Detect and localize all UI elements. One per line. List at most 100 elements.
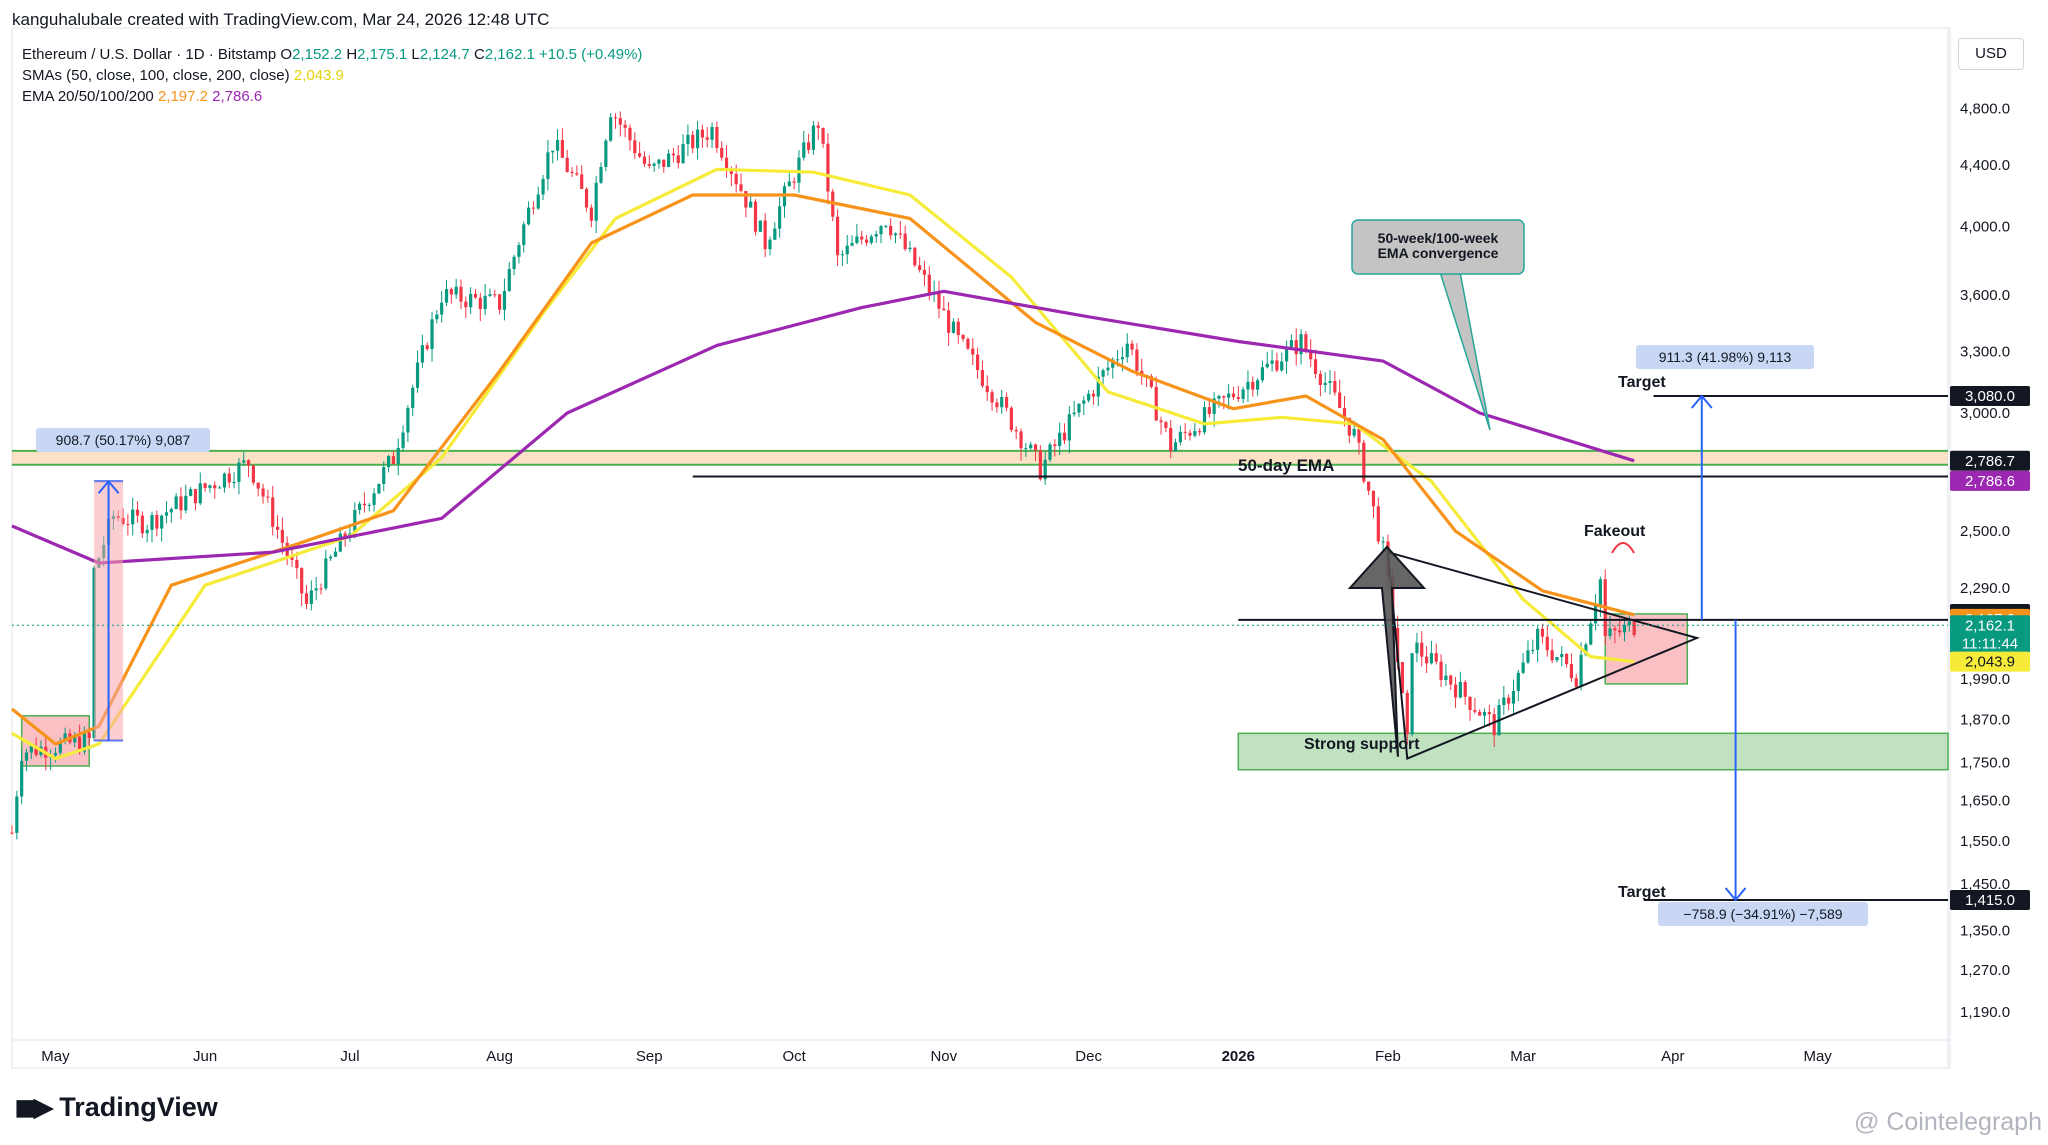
candle-body [1627, 621, 1631, 625]
y-tick-label: 4,800.0 [1960, 100, 2010, 117]
x-tick-label: Oct [782, 1048, 806, 1065]
candle-body [628, 127, 632, 141]
sma-value: 2,043.9 [293, 67, 344, 84]
measure-label-left: 908.7 (50.17%) 9,087 [56, 432, 191, 448]
fakeout-arc-icon [1611, 542, 1635, 554]
x-tick-label: Apr [1661, 1048, 1684, 1065]
currency-button[interactable]: USD [1958, 38, 2024, 70]
candle-body [1024, 448, 1028, 450]
legend-sma-row[interactable]: SMAs (50, close, 100, close, 200, close)… [22, 65, 642, 86]
candle-body [541, 178, 545, 195]
candle-body [372, 493, 376, 505]
legend-ema-row[interactable]: EMA 20/50/100/200 2,197.2 2,786.6 [22, 86, 642, 107]
candle-body [1463, 682, 1467, 697]
candle-body [1082, 400, 1086, 404]
candle-body [1579, 654, 1583, 687]
candle-body [1405, 692, 1409, 735]
candle-body [203, 483, 207, 488]
candle-body [724, 157, 729, 170]
candle-body [884, 225, 888, 227]
candle-body [386, 456, 391, 468]
ohlc-low-label: L [411, 46, 420, 63]
candle-body [517, 245, 521, 257]
candle-body [406, 407, 410, 433]
candle-body [1188, 432, 1192, 436]
measure-arrow-up-head-icon [1691, 394, 1713, 409]
candle-body [1323, 382, 1327, 385]
candle-body [24, 752, 29, 761]
ema-purple-line [11, 289, 1635, 565]
candle-body [710, 126, 714, 140]
candle-body [1376, 506, 1380, 542]
candle-body [594, 182, 598, 221]
y-tick-label: 4,400.0 [1960, 157, 2010, 174]
candle-body [1125, 343, 1129, 358]
candle-body [1231, 393, 1236, 398]
price-tag-label: 3,080.0 [1965, 388, 2015, 405]
tradingview-logo-text: TradingView [59, 1092, 218, 1122]
candle-body [184, 495, 188, 511]
candle-body [256, 482, 260, 489]
ema-value-1: 2,197.2 [157, 88, 208, 105]
candle-body [860, 236, 864, 240]
callout-rect [1351, 219, 1525, 275]
candle-body [164, 512, 169, 516]
candle-body [840, 254, 845, 256]
candle-body [1130, 343, 1134, 350]
x-tick-label: Dec [1075, 1048, 1102, 1065]
x-tick-label: Sep [636, 1048, 663, 1065]
candle-body [662, 159, 666, 167]
candle-body [1371, 490, 1376, 507]
candle-body [526, 207, 531, 225]
candle-body [821, 127, 825, 144]
candle-body [290, 555, 294, 560]
candle-body [1014, 429, 1018, 432]
candle-body [1482, 712, 1487, 716]
candle-body [729, 169, 733, 174]
y-tick-label: 1,350.0 [1960, 922, 2010, 939]
legend-symbol-row[interactable]: Ethereum / U.S. Dollar · 1D · Bitstamp O… [22, 44, 642, 65]
candle-body [1183, 431, 1187, 433]
ohlc-high-label: H [346, 46, 358, 63]
candle-body [1347, 417, 1351, 436]
candle-body [807, 142, 811, 150]
measure-label-left-bg [36, 428, 210, 452]
candle-body [1304, 334, 1308, 351]
price-tag-countdown: 11:11:44 [1962, 635, 2018, 652]
candle-body [73, 736, 77, 743]
candle-body [811, 125, 816, 150]
candle-body [266, 496, 270, 498]
candle-body [1439, 661, 1443, 681]
candle-body [1574, 678, 1578, 687]
candle-body [570, 171, 574, 174]
candle-body [483, 295, 487, 310]
candle-body [1318, 373, 1322, 385]
candle-body [758, 220, 762, 232]
candle-body [1087, 393, 1091, 401]
candle-body [531, 207, 536, 209]
candle-body [1478, 711, 1482, 716]
price-tag-label: 1,415.0 [1965, 892, 2015, 909]
candle-body [15, 796, 19, 833]
candle-body [551, 150, 555, 153]
candle-body [816, 125, 820, 128]
candle-body [401, 432, 405, 448]
candle-body [459, 286, 463, 302]
x-tick-label: Aug [486, 1048, 513, 1065]
strong-support-zone [1237, 732, 1949, 771]
candle-body [599, 166, 603, 183]
candle-body [975, 354, 980, 371]
ohlc-change: +10.5 (+0.49%) [539, 46, 643, 63]
candle-body [440, 302, 444, 315]
candle-body [1159, 420, 1163, 423]
ohlc-close-label: C [473, 46, 485, 63]
candle-body [1521, 662, 1525, 673]
ohlc-open: 2,152.2 [292, 46, 343, 63]
candle-body [1618, 630, 1622, 633]
candle-body [990, 392, 994, 403]
candle-body [77, 736, 82, 752]
candle-body [1507, 697, 1511, 704]
tradingview-logo[interactable]: ◼▶ TradingView [14, 1092, 218, 1123]
